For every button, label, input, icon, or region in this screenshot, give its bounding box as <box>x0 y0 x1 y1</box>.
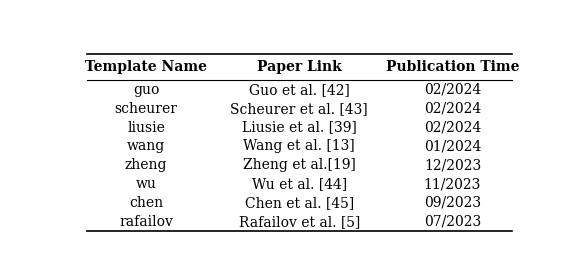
Text: Chen et al. [45]: Chen et al. [45] <box>245 196 354 210</box>
Text: Wang et al. [13]: Wang et al. [13] <box>244 139 355 153</box>
Text: guo: guo <box>133 83 159 97</box>
Text: 12/2023: 12/2023 <box>424 158 481 172</box>
Text: wu: wu <box>135 177 157 191</box>
Text: 09/2023: 09/2023 <box>424 196 481 210</box>
Text: Paper Link: Paper Link <box>257 60 342 74</box>
Text: zheng: zheng <box>125 158 168 172</box>
Text: 02/2024: 02/2024 <box>424 121 481 135</box>
Text: Wu et al. [44]: Wu et al. [44] <box>252 177 347 191</box>
Text: rafailov: rafailov <box>119 215 173 229</box>
Text: 02/2024: 02/2024 <box>424 83 481 97</box>
Text: Publication Time: Publication Time <box>385 60 519 74</box>
Text: 02/2024: 02/2024 <box>424 102 481 116</box>
Text: scheurer: scheurer <box>114 102 178 116</box>
Text: wang: wang <box>127 139 165 153</box>
Text: Zheng et al.[19]: Zheng et al.[19] <box>243 158 356 172</box>
Text: 01/2024: 01/2024 <box>424 139 481 153</box>
Text: 07/2023: 07/2023 <box>424 215 481 229</box>
Text: chen: chen <box>129 196 163 210</box>
Text: Template Name: Template Name <box>85 60 207 74</box>
Text: Liusie et al. [39]: Liusie et al. [39] <box>242 121 357 135</box>
Text: liusie: liusie <box>127 121 165 135</box>
Text: Guo et al. [42]: Guo et al. [42] <box>249 83 350 97</box>
Text: 11/2023: 11/2023 <box>424 177 481 191</box>
Text: Scheurer et al. [43]: Scheurer et al. [43] <box>231 102 368 116</box>
Text: Rafailov et al. [5]: Rafailov et al. [5] <box>239 215 360 229</box>
